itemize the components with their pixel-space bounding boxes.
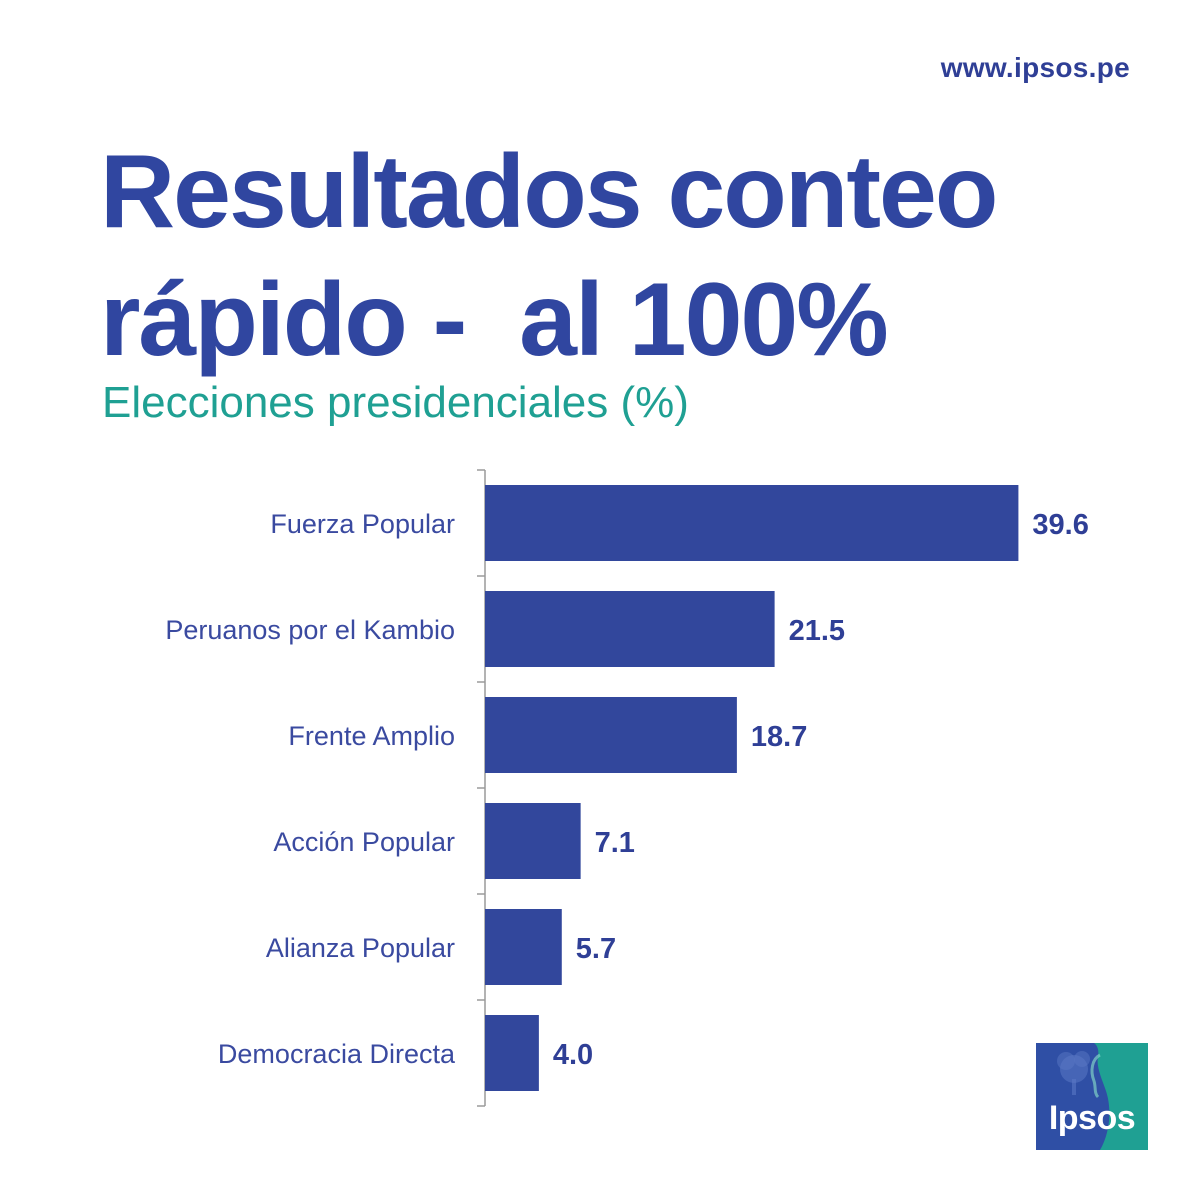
bar — [485, 803, 581, 879]
value-label: 4.0 — [553, 1039, 593, 1071]
ipsos-logo: Ipsos — [1036, 1043, 1148, 1150]
value-label: 39.6 — [1032, 509, 1088, 541]
chart-title: Resultados conteo rápido - al 100% — [100, 134, 998, 378]
value-label: 7.1 — [595, 827, 635, 859]
chart-subtitle: Elecciones presidenciales (%) — [102, 378, 689, 427]
ipsos-logo-text: Ipsos — [1048, 1099, 1136, 1137]
category-label: Peruanos por el Kambio — [165, 615, 455, 645]
category-label: Acción Popular — [273, 827, 455, 857]
value-label: 21.5 — [789, 615, 845, 647]
bar — [485, 1015, 539, 1091]
bar — [485, 697, 737, 773]
website-url[interactable]: www.ipsos.pe — [940, 52, 1130, 83]
category-label: Fuerza Popular — [270, 509, 455, 539]
category-label: Frente Amplio — [288, 721, 455, 751]
ipsos-logo-mark — [1036, 1043, 1148, 1150]
bar — [485, 485, 1019, 561]
category-label: Alianza Popular — [266, 933, 455, 963]
bar — [485, 909, 562, 985]
value-label: 5.7 — [576, 933, 616, 965]
value-label: 18.7 — [751, 721, 807, 753]
category-label: Democracia Directa — [218, 1039, 456, 1069]
bar — [485, 591, 775, 667]
